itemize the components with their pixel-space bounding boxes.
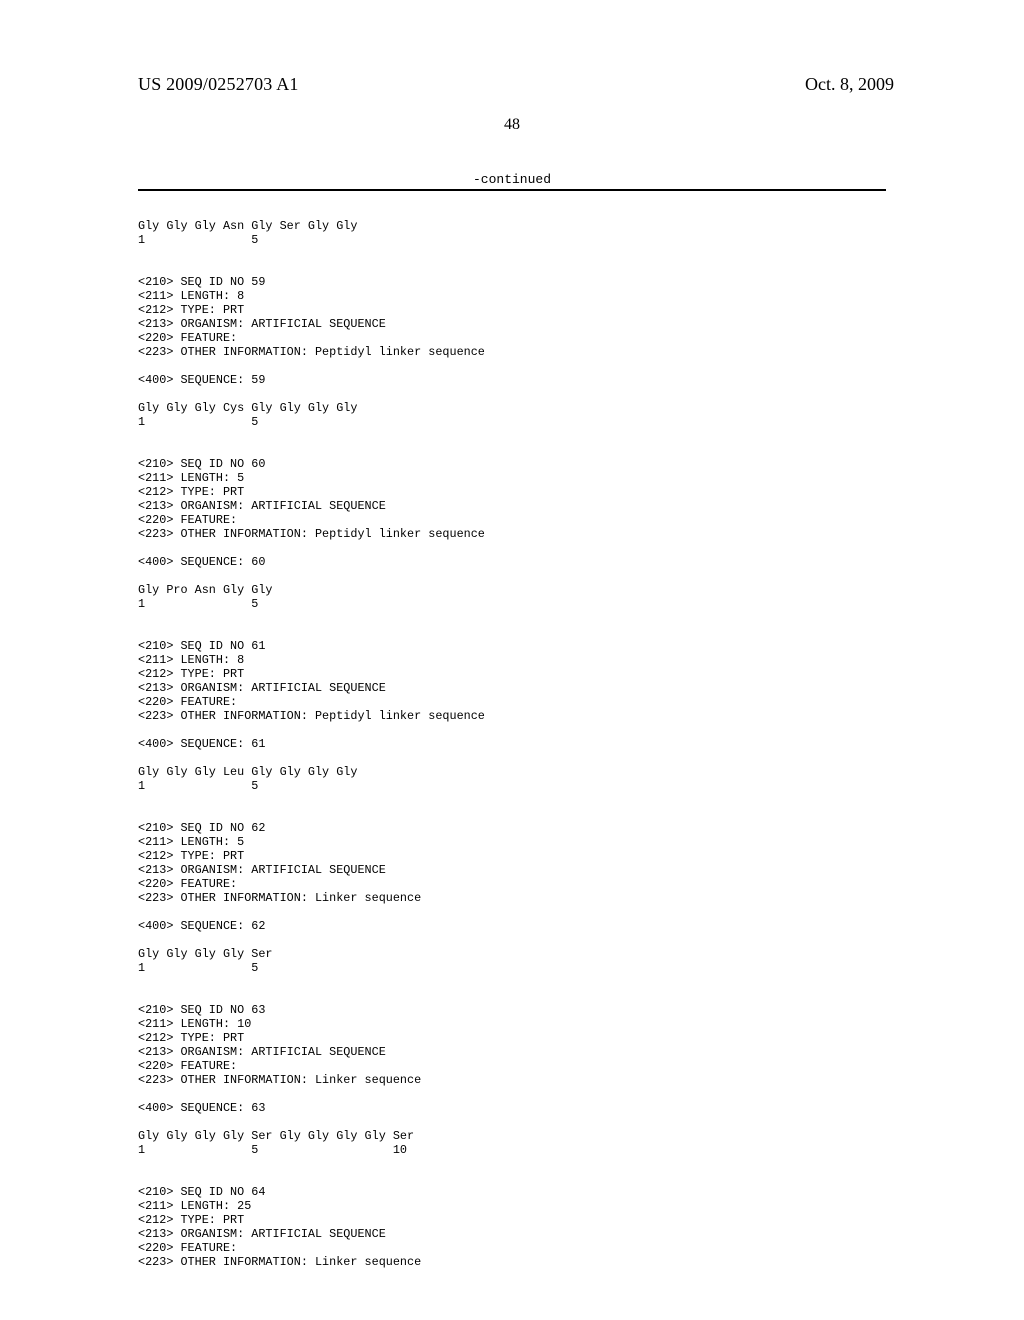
continued-block: -continued [138, 172, 886, 191]
continued-label: -continued [138, 172, 886, 187]
page-number: 48 [0, 116, 1024, 134]
horizontal-rule-top [138, 189, 886, 191]
publication-date: Oct. 8, 2009 [805, 74, 894, 95]
publication-number: US 2009/0252703 A1 [138, 74, 299, 95]
sequence-listing: Gly Gly Gly Asn Gly Ser Gly Gly 1 5 <210… [138, 205, 886, 1269]
